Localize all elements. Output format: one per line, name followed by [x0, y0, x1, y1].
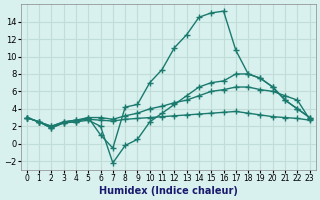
X-axis label: Humidex (Indice chaleur): Humidex (Indice chaleur): [99, 186, 238, 196]
